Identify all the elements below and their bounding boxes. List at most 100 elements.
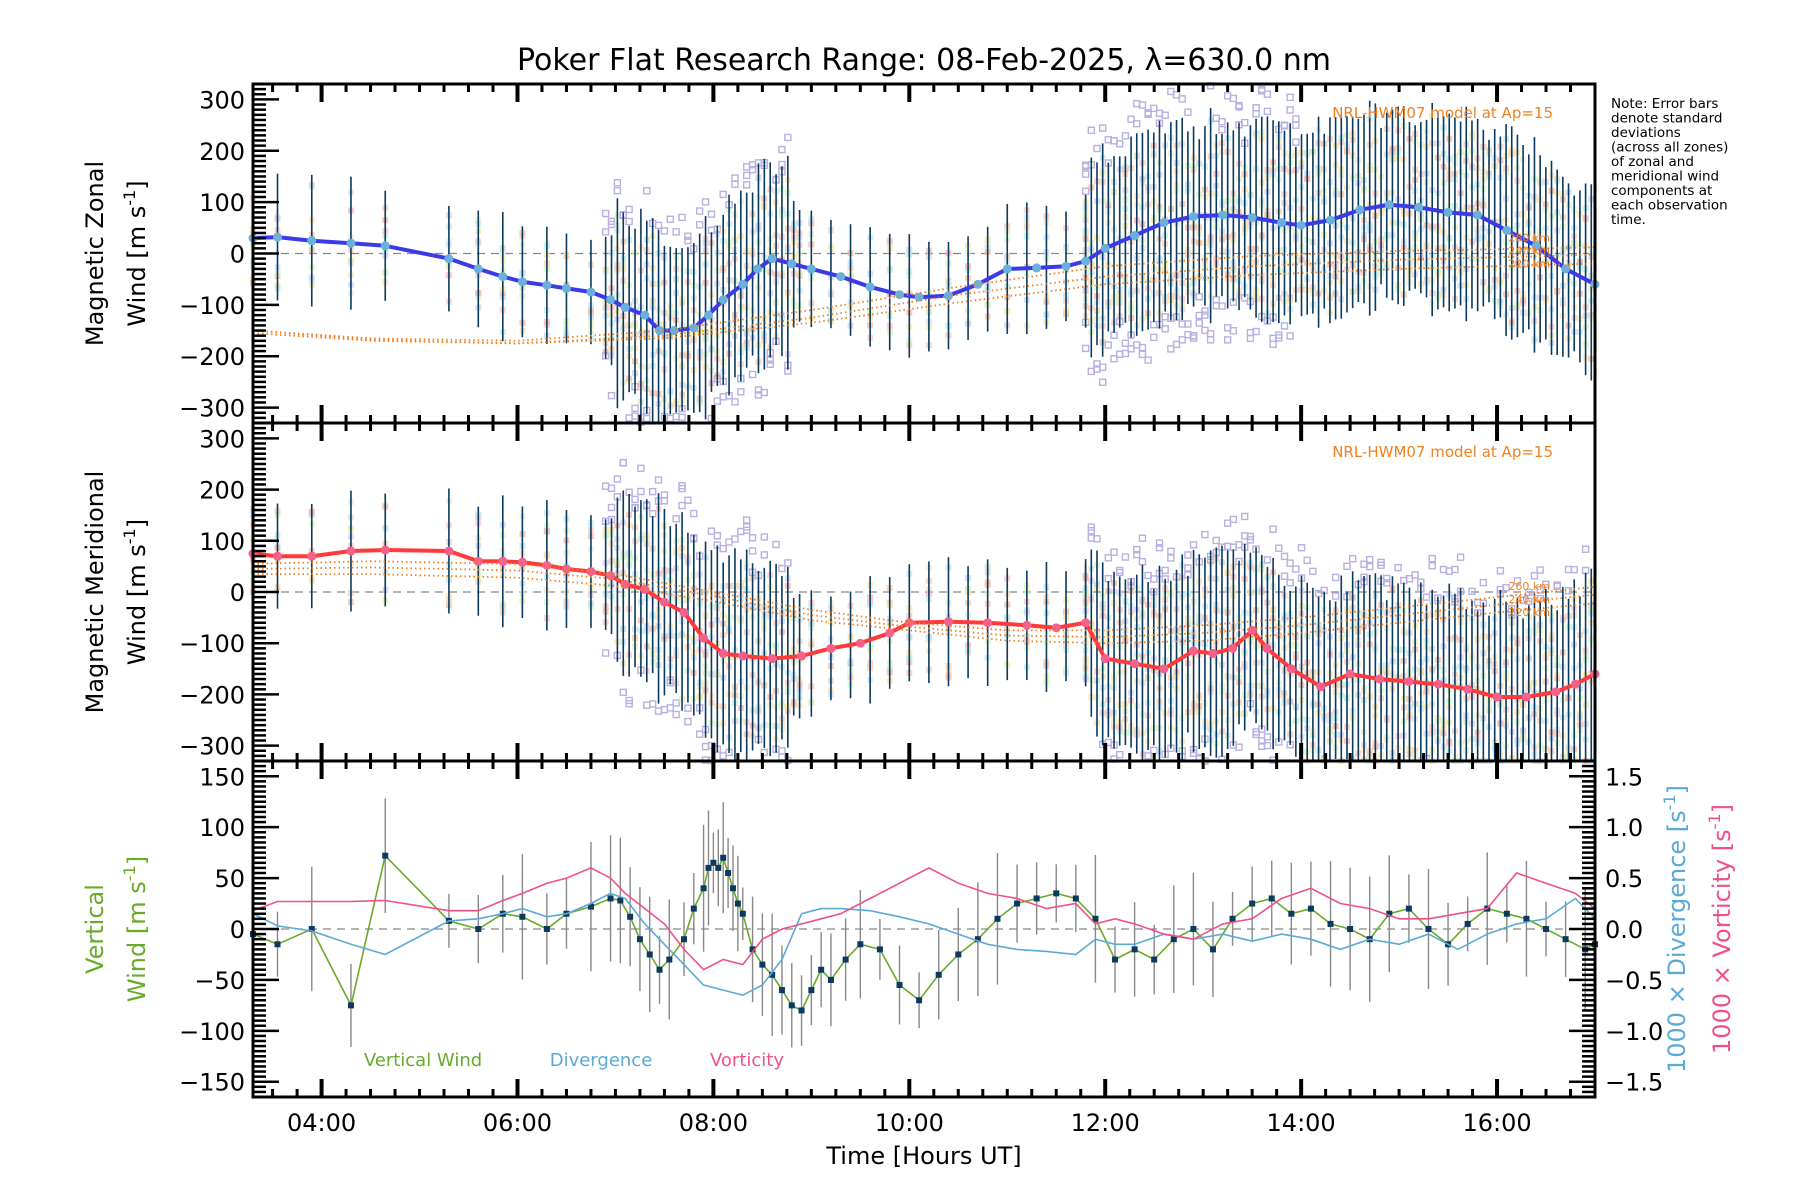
outlier-sample xyxy=(660,705,669,714)
outlier-sample xyxy=(1121,339,1130,347)
y-tick-label: 300 xyxy=(199,86,245,114)
y-axis-label: Vertical Wind [m s-1] xyxy=(81,856,151,1002)
vertical-wind-point xyxy=(729,885,736,892)
right-axis-label-text: 1000 × Vorticity [s-1] xyxy=(1705,804,1736,1054)
y-axis-label-line2: Wind [m s-1] xyxy=(120,856,151,1002)
mean-point xyxy=(307,236,317,246)
vertical-wind-point xyxy=(974,936,981,943)
outlier-sample xyxy=(1229,94,1238,103)
outlier-sample xyxy=(1138,343,1147,352)
outlier-sample xyxy=(1553,582,1561,590)
outlier-sample xyxy=(760,551,769,559)
outlier-sample xyxy=(695,207,704,215)
y-tick-label: 0 xyxy=(230,579,245,607)
vertical-wind-point xyxy=(1112,956,1119,963)
outlier-sample xyxy=(1525,588,1533,597)
mean-point xyxy=(797,651,807,661)
y2-tick-label: −1.5 xyxy=(1605,1069,1663,1097)
outlier-sample xyxy=(1343,562,1351,571)
mean-point xyxy=(1208,648,1218,658)
series-line-nrl-hwm07-220-km xyxy=(253,573,1596,645)
outlier-sample xyxy=(778,564,786,573)
mean-point xyxy=(1355,205,1365,215)
outlier-sample xyxy=(1138,101,1147,109)
y-tick-label: 300 xyxy=(199,425,245,453)
mean-point xyxy=(561,564,571,574)
y2-tick-label: 1.5 xyxy=(1605,763,1643,791)
outlier-sample xyxy=(1184,108,1192,116)
y2-tick-label: 0.5 xyxy=(1605,865,1643,893)
outlier-sample xyxy=(1303,556,1311,565)
mean-point xyxy=(473,264,483,274)
outlier-sample xyxy=(1377,561,1385,569)
outlier-sample xyxy=(1292,121,1300,129)
outlier-sample xyxy=(1110,354,1118,363)
x-axis-label: Time [Hours UT] xyxy=(825,1142,1021,1170)
mean-point xyxy=(885,628,895,638)
outlier-sample xyxy=(1116,568,1124,577)
outlier-sample xyxy=(601,649,610,657)
y-axis-label: Magnetic Zonal Wind [m s-1] xyxy=(81,161,151,346)
vertical-wind-point xyxy=(1033,895,1040,902)
outlier-sample xyxy=(1087,527,1096,535)
vertical-wind-point xyxy=(769,971,776,978)
model-altitude-label: 240 km xyxy=(1508,245,1550,258)
outlier-sample xyxy=(1280,572,1289,580)
vertical-wind-point xyxy=(739,910,746,917)
outlier-sample xyxy=(1292,115,1300,123)
mean-point xyxy=(1374,674,1384,684)
outlier-sample xyxy=(625,217,633,226)
vertical-wind-point xyxy=(1209,946,1216,953)
outlier-sample xyxy=(1383,574,1391,583)
outlier-sample xyxy=(643,187,651,195)
outlier-sample xyxy=(1258,85,1266,94)
outlier-sample xyxy=(1201,311,1209,319)
outlier-sample xyxy=(1258,737,1266,745)
outlier-sample xyxy=(748,370,757,379)
outlier-sample xyxy=(742,163,751,171)
outlier-sample xyxy=(778,145,786,154)
outlier-sample xyxy=(684,496,692,504)
mean-point xyxy=(689,323,699,333)
outlier-sample xyxy=(1138,534,1147,542)
mean-point xyxy=(699,633,709,643)
outlier-sample xyxy=(725,538,733,546)
outlier-sample xyxy=(654,707,663,715)
outlier-sample xyxy=(719,544,727,553)
y-axis-label-line1: Magnetic Meridional xyxy=(81,471,109,714)
mean-point xyxy=(1404,677,1414,687)
series-line-vertical-wind xyxy=(252,854,1596,1012)
mean-point xyxy=(1081,618,1091,628)
y2-tick-label: −1.0 xyxy=(1605,1018,1663,1046)
outlier-sample xyxy=(731,174,739,182)
outlier-sample xyxy=(1280,322,1289,330)
outlier-sample xyxy=(1348,555,1357,563)
outlier-sample xyxy=(737,388,745,396)
outlier-sample xyxy=(631,404,639,413)
x-tick-label: 14:00 xyxy=(1267,1109,1336,1137)
mean-point xyxy=(855,638,865,648)
outlier-sample xyxy=(672,412,680,421)
vertical-wind-point xyxy=(1405,905,1412,912)
vertical-wind-point xyxy=(1249,900,1256,907)
mean-point xyxy=(1061,261,1071,271)
mean-point xyxy=(1218,210,1228,220)
mean-point xyxy=(346,546,356,556)
vertical-wind-point xyxy=(1131,946,1138,953)
outlier-sample xyxy=(1468,587,1476,595)
y-tick-label: 200 xyxy=(199,477,245,505)
outlier-sample xyxy=(707,527,716,535)
y-axis-label-line1: Magnetic Zonal xyxy=(81,161,109,346)
outlier-sample xyxy=(1286,579,1294,587)
error-bars xyxy=(252,488,1593,761)
vertical-wind-point xyxy=(587,903,594,910)
series-line-nrl-hwm07-260-km xyxy=(252,560,1596,632)
y-tick-label: −100 xyxy=(179,292,245,320)
outlier-sample xyxy=(607,391,616,400)
outlier-sample xyxy=(601,209,610,218)
outlier-sample xyxy=(742,526,751,534)
divergence-axis-label: 1000 × Divergence [s-1] xyxy=(1660,785,1691,1073)
outlier-sample xyxy=(1286,332,1294,340)
outlier-sample xyxy=(1121,132,1130,140)
x-tick-label: 16:00 xyxy=(1462,1109,1531,1137)
